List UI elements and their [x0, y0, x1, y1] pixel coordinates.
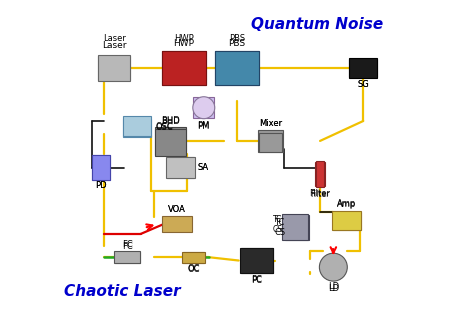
Text: PM: PM [198, 122, 210, 131]
FancyBboxPatch shape [163, 217, 191, 231]
Text: PM: PM [198, 121, 210, 130]
FancyBboxPatch shape [241, 248, 273, 273]
FancyBboxPatch shape [114, 251, 140, 263]
FancyBboxPatch shape [182, 252, 205, 263]
Text: PBS: PBS [228, 39, 246, 48]
Text: TC
CS: TC CS [274, 218, 285, 237]
Text: FC: FC [122, 242, 133, 251]
Text: Mixer: Mixer [259, 119, 282, 128]
Text: PD: PD [95, 181, 107, 190]
FancyBboxPatch shape [349, 59, 377, 77]
FancyBboxPatch shape [92, 155, 110, 180]
FancyBboxPatch shape [155, 129, 186, 156]
Circle shape [319, 253, 347, 281]
Circle shape [322, 256, 345, 279]
Text: PC: PC [251, 276, 263, 285]
Text: VOA: VOA [168, 205, 186, 214]
Text: Amp: Amp [337, 200, 356, 209]
Circle shape [193, 97, 215, 119]
Text: BHD: BHD [161, 116, 180, 125]
Text: LD: LD [328, 282, 339, 291]
FancyBboxPatch shape [315, 162, 325, 187]
Text: PD: PD [95, 182, 107, 191]
Text: PC: PC [251, 275, 263, 284]
Text: HWP: HWP [174, 34, 194, 43]
FancyBboxPatch shape [123, 116, 151, 136]
Text: OSC: OSC [155, 123, 173, 132]
Text: Quantum Noise: Quantum Noise [251, 17, 383, 32]
Text: OC: OC [188, 265, 200, 273]
Text: Laser: Laser [102, 41, 127, 50]
FancyBboxPatch shape [162, 51, 206, 85]
Text: SA: SA [197, 163, 208, 172]
Text: Filter: Filter [310, 189, 330, 198]
FancyBboxPatch shape [349, 58, 377, 78]
FancyBboxPatch shape [99, 56, 130, 80]
Text: OC: OC [188, 264, 200, 273]
FancyBboxPatch shape [123, 119, 151, 137]
FancyBboxPatch shape [215, 51, 259, 85]
Text: SG: SG [357, 80, 369, 89]
FancyBboxPatch shape [183, 252, 204, 263]
FancyBboxPatch shape [163, 216, 192, 232]
FancyBboxPatch shape [166, 157, 195, 178]
Text: HWP: HWP [173, 39, 194, 48]
FancyBboxPatch shape [155, 127, 186, 155]
FancyBboxPatch shape [92, 155, 110, 180]
Text: Mixer: Mixer [259, 119, 282, 128]
Text: PBS: PBS [229, 34, 245, 43]
Text: FC: FC [122, 240, 133, 249]
FancyBboxPatch shape [333, 212, 361, 229]
FancyBboxPatch shape [162, 51, 206, 85]
Text: SG: SG [357, 80, 369, 89]
FancyBboxPatch shape [193, 97, 214, 118]
Text: OSC: OSC [155, 122, 173, 131]
FancyBboxPatch shape [316, 161, 324, 187]
FancyBboxPatch shape [258, 130, 283, 151]
Text: BHD: BHD [161, 117, 180, 126]
FancyBboxPatch shape [99, 55, 130, 81]
Text: LD: LD [328, 284, 339, 293]
FancyBboxPatch shape [166, 157, 194, 178]
FancyBboxPatch shape [215, 51, 259, 85]
FancyBboxPatch shape [332, 211, 361, 230]
Text: Laser: Laser [103, 34, 126, 43]
FancyBboxPatch shape [115, 252, 140, 263]
Text: VOA: VOA [168, 205, 186, 214]
Text: TC
CS: TC CS [272, 215, 282, 234]
FancyBboxPatch shape [240, 248, 273, 273]
FancyBboxPatch shape [282, 214, 308, 241]
Text: SA: SA [197, 163, 208, 172]
Text: Chaotic Laser: Chaotic Laser [64, 284, 181, 298]
Text: Filter: Filter [310, 190, 330, 199]
FancyBboxPatch shape [259, 133, 282, 152]
Text: Amp: Amp [337, 199, 356, 208]
FancyBboxPatch shape [284, 215, 309, 240]
